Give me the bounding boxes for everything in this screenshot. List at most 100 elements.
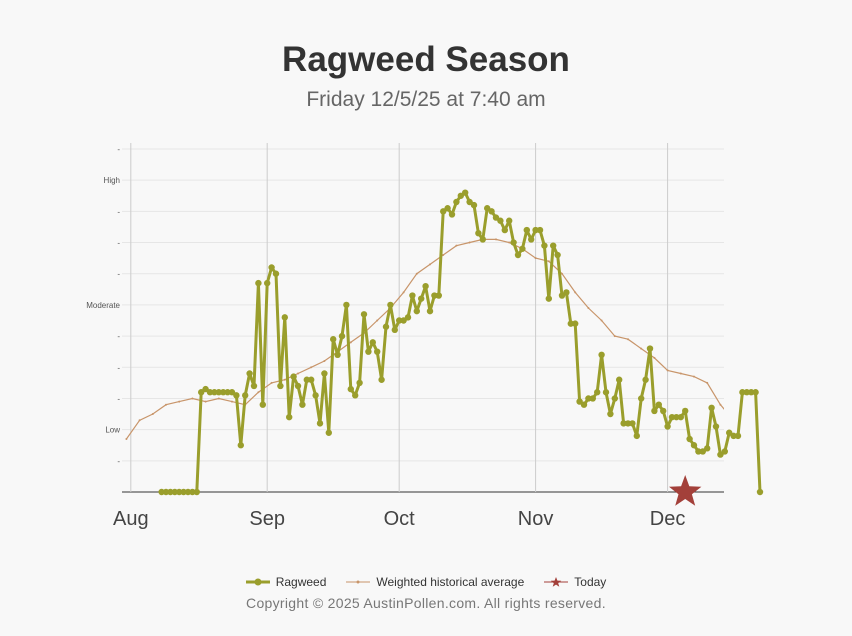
ragweed-point: [404, 314, 412, 321]
today-marker: [669, 475, 702, 506]
ragweed-point: [567, 320, 574, 327]
ragweed-point: [233, 392, 240, 399]
average-point: [816, 447, 818, 449]
ragweed-point: [308, 376, 315, 383]
average-point: [283, 378, 286, 381]
average-point: [297, 372, 299, 375]
ragweed-point: [316, 420, 324, 427]
star-icon: [544, 577, 569, 587]
ragweed-chart: - Low - - - Moderate - - - High - Aug Sep Oct Nov Dec: [86, 143, 818, 530]
average-point: [257, 391, 260, 394]
ragweed-point: [739, 389, 746, 396]
ragweed-point: [193, 488, 200, 496]
ragweed-point: [704, 445, 711, 452]
average-point: [613, 335, 616, 338]
average-point: [310, 366, 313, 369]
ragweed-point: [435, 292, 442, 299]
ragweed-point: [541, 242, 548, 249]
ragweed-point: [237, 442, 244, 449]
legend-label-ragweed: Ragweed: [275, 575, 327, 589]
ragweed-point: [413, 307, 420, 315]
ragweed-point: [356, 379, 363, 387]
average-point: [746, 419, 748, 421]
ragweed-point: [211, 389, 218, 396]
ragweed-point: [470, 201, 478, 209]
ragweed-point: [453, 198, 460, 206]
ragweed-point: [528, 236, 535, 243]
ragweed-point: [286, 413, 293, 421]
ragweed-point: [585, 395, 592, 402]
ragweed-point: [374, 348, 381, 355]
ragweed-point: [312, 392, 319, 399]
average-point: [508, 241, 511, 244]
chart-subtitle: Friday 12/5/25 at 7:40 am: [306, 88, 546, 111]
ragweed-point: [255, 279, 262, 287]
average-line: [125, 238, 724, 440]
ragweed-point: [281, 314, 288, 321]
average-point: [415, 272, 418, 275]
average-point: [138, 419, 141, 422]
y-tick-label: -: [117, 457, 120, 466]
average-point: [772, 401, 774, 403]
ragweed-point: [158, 488, 165, 496]
ragweed-point: [426, 307, 434, 315]
average-point: [706, 381, 709, 384]
ragweed-point: [180, 488, 187, 496]
ragweed-point: [501, 226, 508, 234]
chart-title: Ragweed Season: [282, 40, 570, 79]
ragweed-point: [660, 407, 667, 415]
ragweed-point: [246, 370, 253, 377]
legend-item-average[interactable]: Weighted historical average: [346, 575, 524, 589]
ragweed-point: [272, 270, 280, 277]
legend-label-today: Today: [574, 575, 607, 589]
ragweed-point: [686, 435, 693, 443]
legend-label-average: Weighted historical average: [376, 575, 525, 589]
ragweed-point: [651, 407, 658, 415]
ragweed-point: [382, 323, 390, 330]
ragweed-point: [510, 239, 517, 246]
average-point: [204, 400, 207, 403]
ragweed-point: [242, 392, 249, 399]
legend-item-today[interactable]: Today: [544, 575, 606, 589]
ragweed-point: [752, 389, 759, 396]
average-point: [270, 381, 273, 384]
average-point: [402, 291, 405, 294]
y-tick-label: -: [117, 332, 120, 341]
ragweed-point: [629, 420, 636, 427]
average-point: [785, 426, 787, 428]
ragweed-point: [277, 382, 284, 390]
x-axis-labels: Aug Sep Oct Nov Dec: [113, 508, 685, 530]
x-tick-label: Nov: [518, 508, 554, 530]
ragweed-point: [712, 423, 720, 430]
ragweed-point: [594, 389, 601, 396]
ragweed-point: [220, 389, 227, 396]
ragweed-point: [338, 332, 346, 340]
average-point: [376, 319, 379, 322]
ragweed-point: [708, 404, 715, 412]
ragweed-line-icon: [245, 578, 270, 586]
ragweed-point: [646, 345, 654, 352]
ragweed-point: [497, 217, 504, 224]
ragweed-point: [572, 320, 579, 327]
ragweed-point: [554, 251, 561, 259]
ragweed-point: [664, 423, 671, 430]
ragweed-point: [721, 448, 728, 455]
ragweed-point: [589, 395, 596, 402]
average-point: [627, 338, 629, 341]
ragweed-point: [176, 488, 183, 496]
average-point: [640, 347, 643, 350]
legend-item-ragweed[interactable]: Ragweed: [245, 575, 327, 589]
ragweed-point: [638, 395, 645, 402]
average-point: [561, 272, 563, 275]
ragweed-point: [325, 429, 332, 436]
ragweed-point: [475, 229, 482, 237]
average-point: [679, 372, 682, 375]
ragweed-point: [250, 382, 258, 390]
ragweed-point: [167, 488, 174, 496]
ragweed-point: [264, 279, 271, 287]
average-point: [600, 319, 603, 322]
ragweed-point: [730, 432, 737, 440]
legend: Ragweed Weighted historical average Toda…: [0, 575, 852, 589]
x-tick-label: Oct: [384, 508, 416, 530]
average-point: [191, 397, 194, 400]
